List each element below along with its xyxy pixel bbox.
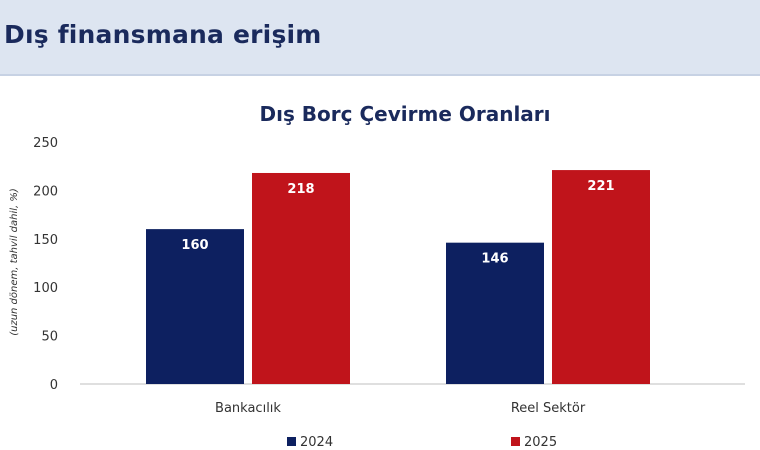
chart-title: Dış Borç Çevirme Oranları	[259, 102, 550, 126]
bar-2025-1	[552, 170, 650, 384]
data-label: 160	[181, 238, 208, 253]
bar-2024-1	[446, 242, 544, 384]
data-label: 221	[587, 179, 614, 194]
slide-header: Dış finansmana erişim	[0, 0, 760, 76]
data-label: 146	[481, 252, 508, 267]
y-axis-label: (uzun dönem, tahvil dahil, %)	[9, 188, 20, 336]
category-label: Reel Sektör	[511, 401, 586, 416]
y-tick-label: 50	[41, 330, 58, 345]
bar-2025-0	[252, 172, 350, 384]
slide-title: Dış finansmana erişim	[4, 20, 322, 49]
category-label: Bankacılık	[215, 401, 281, 416]
y-tick-label: 250	[33, 136, 58, 151]
legend-label: 2024	[300, 435, 333, 450]
y-tick-label: 100	[33, 281, 58, 296]
bar-2024-0	[146, 229, 244, 384]
y-tick-label: 200	[33, 184, 58, 199]
y-tick-label: 0	[50, 378, 58, 393]
legend-swatch	[511, 437, 520, 446]
data-label: 218	[287, 182, 314, 197]
legend-swatch	[287, 437, 296, 446]
legend-label: 2025	[524, 435, 557, 450]
y-tick-label: 150	[33, 233, 58, 248]
